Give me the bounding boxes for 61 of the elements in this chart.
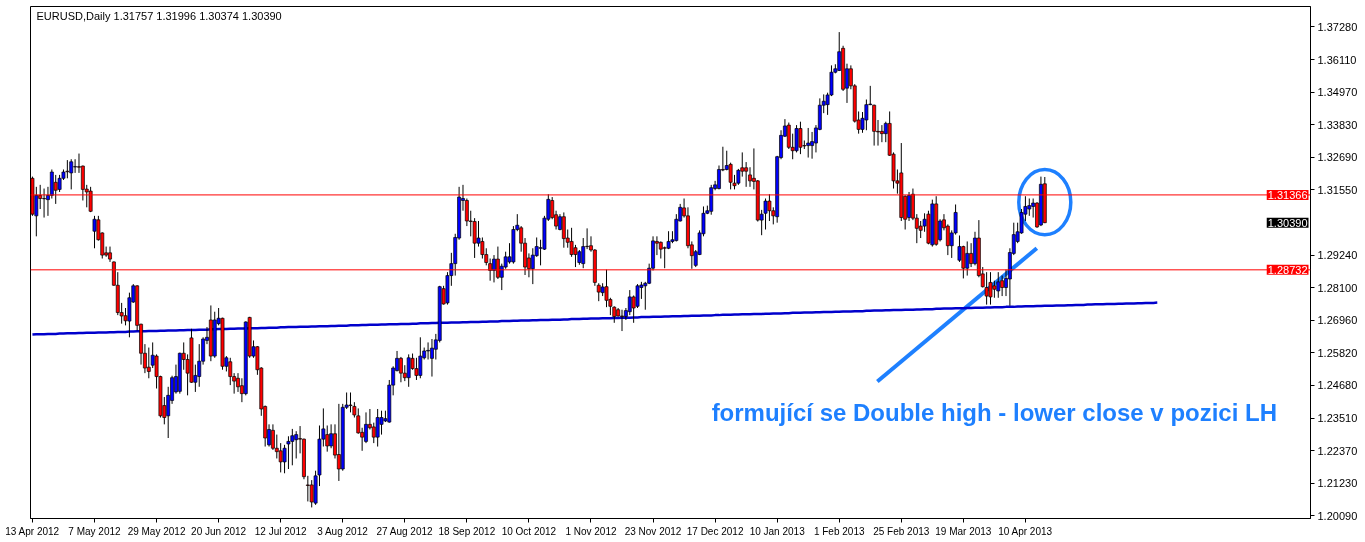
- candlestick: [73, 158, 78, 174]
- candlestick: [399, 356, 403, 383]
- candlestick: [492, 254, 496, 283]
- candlestick: [1000, 275, 1005, 297]
- x-tick-label: 1 Nov 2012: [565, 525, 617, 537]
- y-tick-label: 1.26960: [1317, 314, 1358, 327]
- candlestick: [620, 309, 624, 332]
- y-tick-label: 1.23510: [1317, 412, 1358, 425]
- candlestick: [907, 191, 911, 222]
- y-tick-label: 1.31550: [1317, 183, 1358, 196]
- x-tick-label: 1 Feb 2013: [813, 525, 865, 537]
- y-tick-label: 1.28100: [1317, 281, 1358, 294]
- y-tick-label: 1.33830: [1317, 118, 1358, 131]
- candlestick: [965, 240, 970, 277]
- x-tick-label: 3 Aug 2012: [317, 525, 369, 537]
- candlestick: [744, 161, 749, 188]
- x-tick-label: 17 Dec 2012: [686, 525, 744, 537]
- ref-line-label: 1.28732: [1267, 263, 1308, 276]
- candlestick: [984, 271, 989, 306]
- y-tick-label: 1.37280: [1317, 20, 1358, 33]
- x-tick-label: 10 Jan 2013: [749, 525, 806, 537]
- candlestick: [69, 158, 74, 190]
- candlestick: [806, 127, 811, 159]
- x-tick-label: 27 Aug 2012: [376, 525, 434, 537]
- y-tick-label: 1.29240: [1317, 249, 1358, 262]
- candlestick: [864, 99, 869, 131]
- x-tick-label: 12 Jul 2012: [254, 525, 307, 537]
- candlestick: [426, 341, 430, 360]
- y-tick-label: 1.34970: [1317, 86, 1358, 99]
- y-tick-label: 1.21230: [1317, 477, 1358, 490]
- candlestick: [414, 357, 419, 381]
- candlestick: [709, 184, 714, 216]
- x-tick-label: 19 Mar 2013: [935, 525, 992, 537]
- candlestick: [879, 124, 884, 143]
- candlestick: [336, 403, 341, 482]
- x-tick-label: 20 Jun 2012: [191, 525, 247, 537]
- y-tick-label: 1.22370: [1317, 444, 1358, 457]
- y-tick-label: 1.36110: [1317, 53, 1357, 66]
- x-tick-label: 23 Nov 2012: [624, 525, 682, 537]
- candlestick: [65, 159, 70, 179]
- chart-title: EURUSD,Daily 1.31757 1.31996 1.30374 1.30390: [36, 9, 282, 22]
- x-tick-label: 7 May 2012: [68, 525, 122, 537]
- y-tick-label: 1.20090: [1317, 509, 1358, 522]
- annotation: 1.30390: [1267, 216, 1308, 229]
- y-tick-label: 1.24680: [1317, 379, 1358, 392]
- x-tick-label: 25 Feb 2013: [873, 525, 930, 537]
- y-tick-label: 1.25820: [1317, 346, 1358, 359]
- x-tick-label: 18 Sep 2012: [438, 525, 496, 537]
- candlestick: [996, 271, 1001, 299]
- candlestick: [375, 408, 380, 448]
- annotation: formující se Double high - lower close v pozici LH: [711, 399, 1278, 427]
- line-series: [31, 301, 1159, 336]
- x-tick-label: 13 Apr 2012: [5, 525, 60, 537]
- x-tick-label: 10 Oct 2012: [501, 525, 557, 537]
- y-tick-label: 1.32690: [1317, 151, 1358, 164]
- x-tick-label: 10 Apr 2013: [998, 525, 1053, 537]
- candlestick: [430, 338, 434, 378]
- candlestick: [92, 215, 97, 249]
- x-tick-label: 29 May 2012: [127, 525, 186, 537]
- candlestick: [290, 428, 295, 466]
- ref-line-label: 1.31366: [1267, 188, 1308, 201]
